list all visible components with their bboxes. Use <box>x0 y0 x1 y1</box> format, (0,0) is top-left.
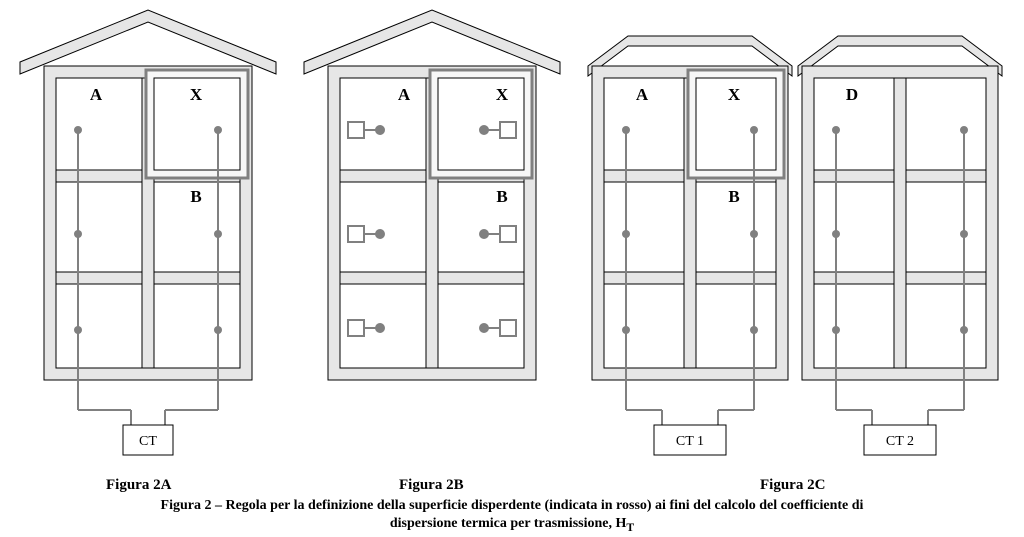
caption-2c: Figura 2C <box>760 477 825 494</box>
figure-2b: A X B <box>302 0 562 420</box>
label-A: A <box>636 85 649 104</box>
figure-2-container: A X B CT <box>0 0 1024 537</box>
label-X: X <box>496 85 509 104</box>
caption-main-line1: Figura 2 – Regola per la definizione del… <box>0 498 1024 514</box>
unit-r2c1 <box>56 182 142 272</box>
label-X: X <box>190 85 203 104</box>
unit-r3c1 <box>56 284 142 368</box>
caption-main-line2-sub: T <box>626 521 634 534</box>
label-D: D <box>846 85 858 104</box>
label-B: B <box>496 187 507 206</box>
roof <box>304 10 560 74</box>
figure-2a: A X B CT <box>18 0 278 460</box>
building-1: A X B CT 1 <box>588 36 792 455</box>
label-B: B <box>190 187 201 206</box>
ct-label: CT <box>139 434 157 449</box>
caption-2a: Figura 2A <box>106 477 171 494</box>
label-A: A <box>398 85 411 104</box>
building-2: D CT 2 <box>798 36 1002 455</box>
caption-main-line2-text: dispersione termica per trasmissione, H <box>390 516 627 531</box>
roof <box>20 10 276 74</box>
label-B: B <box>728 187 739 206</box>
figure-2c: A X B CT 1 <box>582 0 1012 460</box>
unit-r3c2 <box>154 284 240 368</box>
caption-main-line2: dispersione termica per trasmissione, HT <box>0 516 1024 534</box>
ct1-label: CT 1 <box>676 434 704 449</box>
caption-2b: Figura 2B <box>399 477 464 494</box>
label-X: X <box>728 85 741 104</box>
ct2-label: CT 2 <box>886 434 914 449</box>
label-A: A <box>90 85 103 104</box>
